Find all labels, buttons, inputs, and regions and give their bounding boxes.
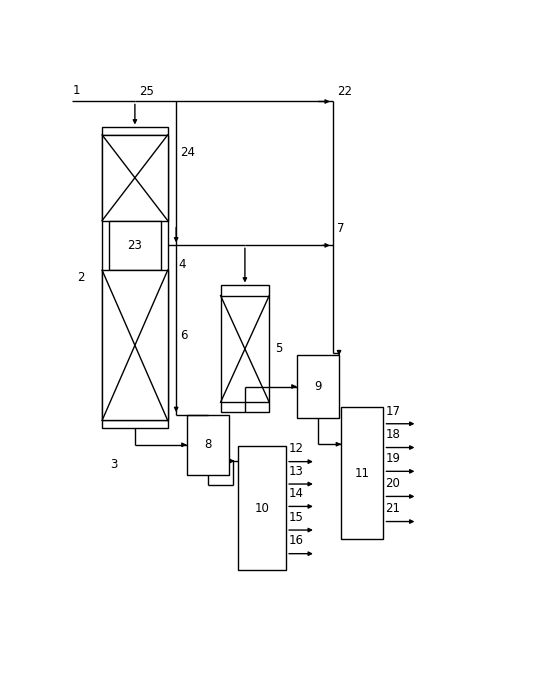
Text: 1: 1 [73,84,80,98]
Text: 16: 16 [288,534,303,547]
Text: 17: 17 [385,404,401,417]
Text: 9: 9 [314,380,322,393]
Bar [238,446,286,571]
Bar [102,270,168,421]
Text: 12: 12 [288,442,303,456]
Text: 18: 18 [385,428,400,441]
Text: 8: 8 [204,438,212,452]
Bar [102,135,168,221]
Bar [341,407,383,539]
Text: 2: 2 [77,271,85,284]
Text: 20: 20 [385,477,400,490]
Text: 22: 22 [337,85,352,98]
Text: 7: 7 [337,222,345,235]
Text: 25: 25 [139,85,154,98]
Text: 15: 15 [288,511,303,524]
Bar [109,221,161,270]
Text: 13: 13 [288,465,303,478]
Bar [102,127,168,428]
Text: 19: 19 [385,452,401,465]
Text: 6: 6 [180,329,188,342]
Bar [221,285,269,413]
Text: 21: 21 [385,502,401,516]
Text: 4: 4 [178,258,186,271]
Text: 11: 11 [355,467,370,480]
Text: 5: 5 [276,343,283,355]
Text: 23: 23 [127,239,143,252]
Text: 10: 10 [254,502,269,515]
Bar [187,415,229,474]
Text: 24: 24 [180,146,195,160]
Text: 3: 3 [110,458,117,470]
Text: 14: 14 [288,487,303,500]
Bar [297,355,339,417]
